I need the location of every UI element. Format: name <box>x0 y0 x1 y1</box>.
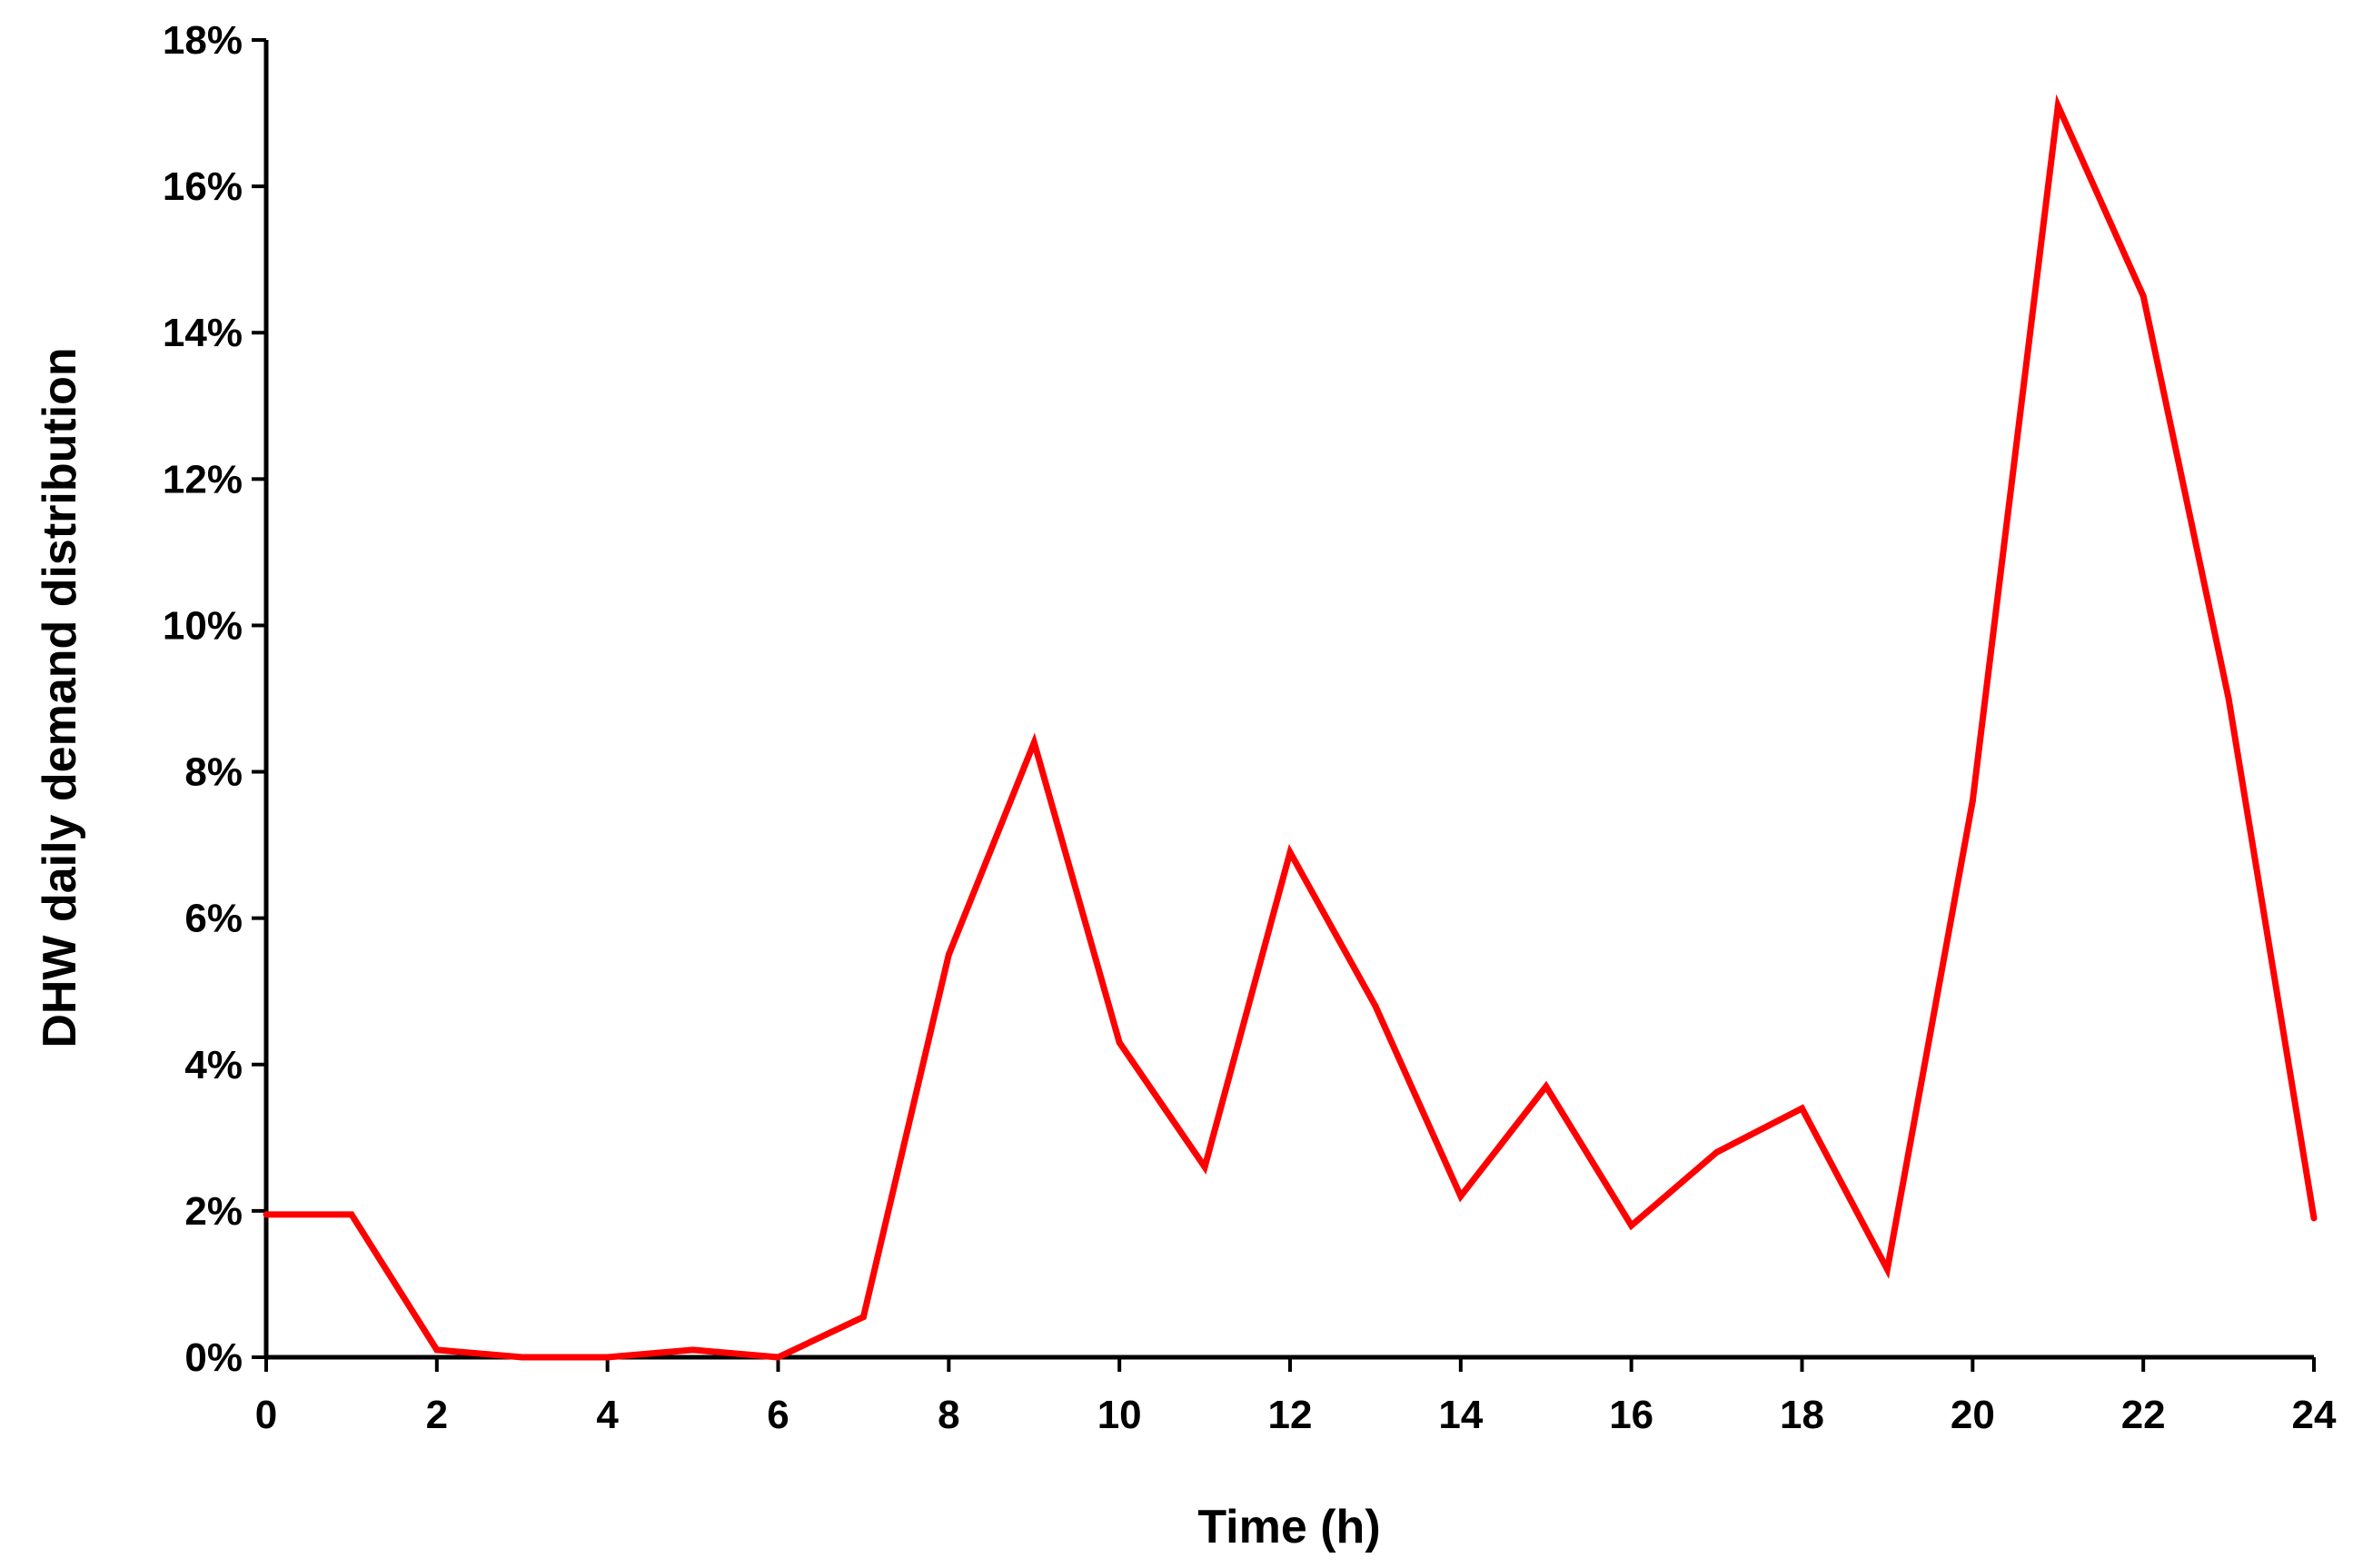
x-tick-label: 18 <box>1780 1393 1824 1437</box>
x-tick-label: 14 <box>1438 1393 1483 1437</box>
data-point <box>1372 1002 1379 1009</box>
data-point <box>1201 1164 1208 1171</box>
x-tick-label: 4 <box>596 1393 619 1437</box>
y-tick-label: 12% <box>163 457 243 501</box>
data-point <box>1030 739 1038 746</box>
data-point <box>348 1211 355 1218</box>
x-axis-ticks: 0 2 4 6 8 10 12 14 16 18 20 22 24 <box>255 1357 2337 1437</box>
data-point <box>690 1346 697 1354</box>
data-point <box>604 1354 611 1361</box>
data-point <box>859 1314 867 1321</box>
y-tick-label: 0% <box>184 1335 243 1380</box>
y-tick-label: 4% <box>184 1043 243 1087</box>
data-point <box>433 1346 441 1354</box>
y-tick-label: 6% <box>184 897 243 941</box>
data-point <box>1799 1105 1805 1112</box>
data-point <box>2310 1215 2318 1222</box>
data-point <box>2140 293 2147 300</box>
x-tick-label: 6 <box>767 1393 789 1437</box>
data-point <box>1713 1148 1721 1156</box>
y-tick-label: 14% <box>163 311 243 355</box>
y-tick-label: 10% <box>163 603 243 648</box>
data-point <box>2225 695 2232 702</box>
y-tick-label: 2% <box>184 1189 243 1234</box>
x-tick-label: 10 <box>1097 1393 1142 1437</box>
axes <box>263 40 2314 1360</box>
data-point <box>945 951 952 958</box>
x-tick-label: 24 <box>2292 1393 2337 1437</box>
data-point <box>1543 1083 1550 1090</box>
data-point <box>1286 849 1294 856</box>
y-tick-label: 16% <box>163 164 243 209</box>
data-point <box>1883 1265 1891 1273</box>
data-point <box>1969 798 1976 805</box>
y-axis-title: DHW daily demand distribution <box>34 347 86 1047</box>
x-tick-label: 16 <box>1609 1393 1653 1437</box>
data-point <box>1116 1039 1123 1047</box>
data-point <box>1457 1193 1464 1200</box>
x-tick-label: 12 <box>1268 1393 1313 1437</box>
data-point <box>2054 103 2061 109</box>
data-point <box>263 1211 270 1218</box>
data-point <box>1628 1222 1635 1229</box>
data-point <box>775 1354 781 1361</box>
y-tick-label: 8% <box>184 750 243 795</box>
x-axis-title: Time (h) <box>1197 1501 1380 1553</box>
y-axis-ticks: 0% 2% 4% 6% 8% 10% 12% 14% 16% 18% <box>163 18 266 1380</box>
data-point <box>519 1354 526 1361</box>
x-tick-label: 20 <box>1951 1393 1995 1437</box>
series-line <box>266 94 2318 1361</box>
series-layer <box>263 94 2318 1361</box>
x-tick-label: 2 <box>426 1393 448 1437</box>
y-tick-label: 18% <box>163 18 243 63</box>
x-tick-label: 8 <box>938 1393 959 1437</box>
x-tick-label: 22 <box>2121 1393 2166 1437</box>
x-tick-label: 0 <box>255 1393 277 1437</box>
